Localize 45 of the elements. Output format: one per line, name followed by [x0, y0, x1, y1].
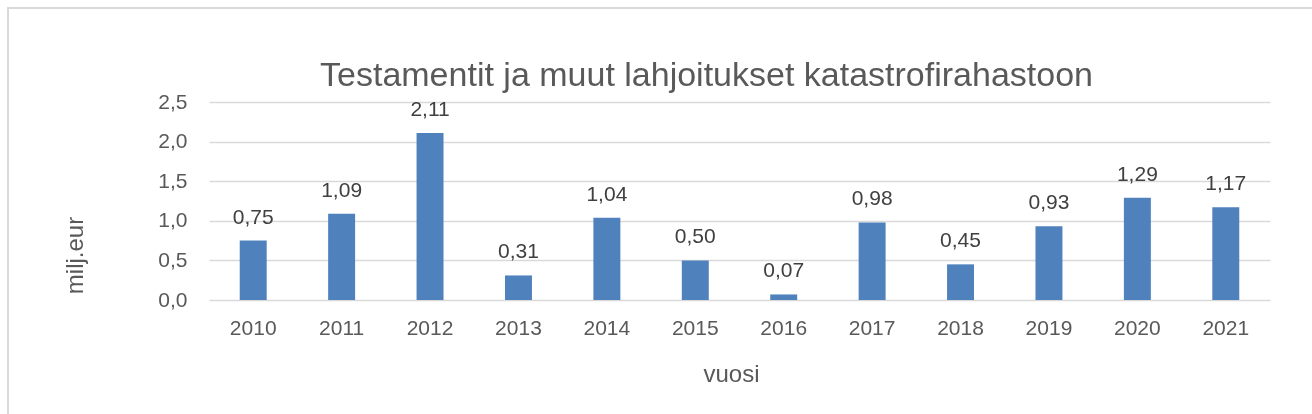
x-tick-label: 2019	[1025, 315, 1073, 339]
x-tick-label: 2011	[319, 315, 365, 339]
data-label: 0,50	[674, 224, 716, 248]
x-tick-label: 2013	[495, 315, 542, 339]
x-tick-label: 2010	[229, 315, 277, 339]
bar	[416, 132, 444, 300]
x-tick-label: 2020	[1114, 315, 1161, 339]
x-tick-label: 2018	[937, 315, 984, 339]
y-tick-label: 2,5	[158, 89, 188, 113]
bar	[681, 260, 709, 300]
data-label: 0,07	[763, 258, 805, 282]
y-tick-label: 1,0	[158, 208, 188, 232]
data-label: 1,17	[1205, 171, 1247, 195]
data-label: 1,04	[586, 181, 628, 205]
y-tick-label: 2,0	[158, 129, 188, 153]
bar	[1123, 197, 1151, 300]
data-label: 1,29	[1116, 161, 1158, 185]
y-axis-title: milj.eur	[60, 216, 88, 295]
x-tick-label: 2015	[671, 315, 719, 339]
x-tick-label: 2012	[406, 315, 454, 339]
data-label: 0,31	[498, 239, 539, 263]
x-axis-title: vuosi	[703, 359, 760, 387]
bar	[947, 264, 975, 300]
bar	[770, 294, 798, 300]
bar	[1035, 226, 1063, 300]
bar	[504, 275, 532, 300]
bar	[328, 213, 356, 300]
data-label: 2,11	[410, 96, 450, 120]
y-tick-label: 0,0	[158, 287, 188, 311]
data-label: 0,93	[1028, 190, 1070, 214]
x-tick-label: 2016	[760, 315, 808, 339]
y-tick-label: 1,5	[158, 168, 188, 192]
bar	[239, 240, 267, 300]
bar	[1212, 207, 1240, 300]
data-label: 0,98	[851, 186, 893, 210]
x-tick-label: 2017	[848, 315, 896, 339]
data-label: 0,45	[940, 228, 981, 252]
data-label: 1,09	[321, 177, 363, 201]
x-tick-label: 2021	[1202, 315, 1250, 339]
chart-title: Testamentit ja muut lahjoitukset katastrofirahastoon	[320, 55, 1093, 93]
bar	[858, 222, 886, 300]
data-label: 0,75	[232, 204, 274, 228]
y-tick-label: 0,5	[158, 247, 188, 271]
x-tick-label: 2014	[583, 315, 631, 339]
bar	[593, 217, 621, 300]
